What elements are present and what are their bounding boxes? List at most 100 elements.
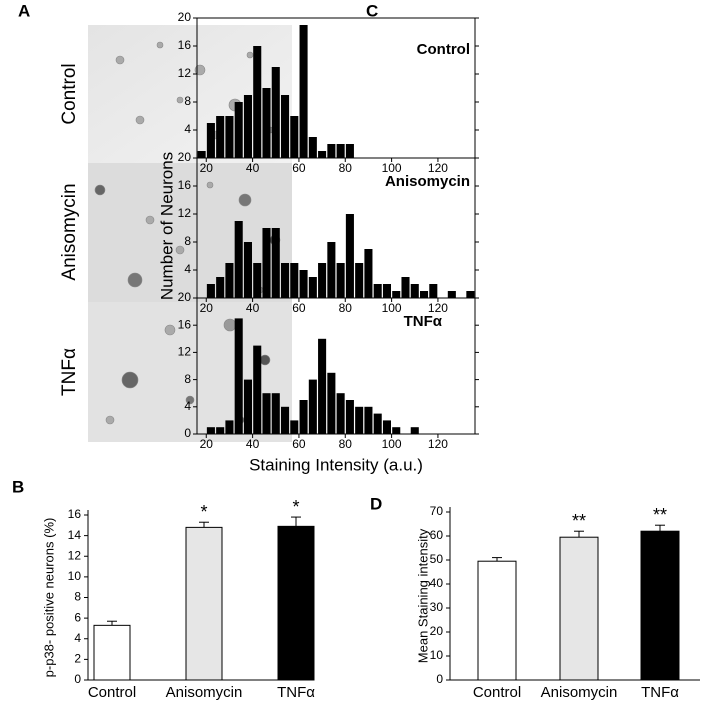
significance: **	[653, 505, 667, 525]
y-tick-label: 6	[74, 610, 81, 624]
histogram-bar	[345, 144, 354, 158]
histogram-bar	[373, 413, 382, 434]
histogram-bar	[355, 406, 364, 434]
histogram-title: Control	[417, 41, 470, 58]
y-tick-label: 50	[430, 552, 444, 566]
histogram-bar	[327, 372, 336, 434]
histogram-bar	[262, 88, 271, 158]
x-tick-label: TNFα	[641, 684, 679, 701]
panel-label: D	[370, 494, 382, 513]
y-tick-label: 16	[68, 507, 82, 521]
histogram-bar	[327, 242, 336, 298]
y-tick-label: 4	[74, 631, 81, 645]
x-tick-label: 100	[382, 301, 402, 315]
histogram-bar	[262, 228, 271, 298]
histogram-bar	[271, 67, 280, 158]
histogram-bar	[447, 291, 456, 298]
histogram-bar	[206, 123, 215, 158]
histogram-bar	[281, 95, 290, 158]
y-tick-label: 30	[430, 600, 444, 614]
histogram-bar	[206, 284, 215, 298]
bar	[277, 525, 315, 681]
histogram-bar	[290, 263, 299, 298]
histogram-bar	[271, 393, 280, 434]
histogram-bar	[410, 427, 419, 434]
histogram-bar	[271, 228, 280, 298]
histogram-title: TNFα	[404, 313, 443, 330]
histogram-bar	[262, 393, 271, 434]
x-tick-label: 100	[382, 161, 402, 175]
histogram-bar	[336, 144, 345, 158]
significance: *	[200, 502, 207, 522]
y-axis-label: p-p38- positive neurons (%)	[41, 518, 56, 678]
y-tick-label: 20	[430, 624, 444, 638]
histogram-bar	[216, 116, 225, 158]
histogram-bar	[234, 221, 243, 298]
histogram-bar	[290, 116, 299, 158]
y-tick-label: 0	[436, 672, 443, 686]
significance: **	[572, 511, 586, 531]
histogram-bar	[308, 137, 317, 158]
histogram-bar	[253, 46, 262, 158]
x-tick-label: 80	[339, 161, 353, 175]
histogram-bar	[318, 151, 327, 158]
histogram-bar	[206, 427, 215, 434]
panel-label: A	[18, 1, 30, 20]
histogram-bar	[392, 427, 401, 434]
y-tick-label: 0	[74, 672, 81, 686]
y-tick-label: 12	[178, 206, 192, 220]
y-tick-label: 8	[184, 234, 191, 248]
histogram-bar	[364, 249, 373, 298]
plot-frame	[196, 297, 476, 435]
x-tick-label: Anisomycin	[166, 684, 243, 701]
histogram-bar	[336, 263, 345, 298]
histogram-bar	[243, 95, 252, 158]
histogram-bar	[373, 284, 382, 298]
histogram-bar	[299, 270, 308, 298]
histogram-bar	[253, 263, 262, 298]
panel-label: C	[366, 1, 378, 20]
x-tick-label: 80	[339, 437, 353, 451]
histogram-bar	[234, 102, 243, 158]
x-tick-label: 80	[339, 301, 353, 315]
bar	[640, 530, 680, 681]
x-tick-label: 60	[292, 301, 306, 315]
histogram-bar	[281, 263, 290, 298]
x-tick-label: 100	[382, 437, 402, 451]
y-tick-label: 10	[68, 569, 82, 583]
y-tick-label: 16	[178, 178, 192, 192]
histogram-bar	[225, 263, 234, 298]
y-tick-label: 12	[68, 548, 82, 562]
x-tick-label: 20	[200, 437, 214, 451]
histogram-bar	[216, 277, 225, 298]
histogram-bar	[281, 406, 290, 434]
y-tick-label: 4	[184, 262, 191, 276]
x-tick-label: 60	[292, 161, 306, 175]
x-tick-label: 20	[200, 301, 214, 315]
histogram-bar	[216, 427, 225, 434]
y-tick-label: 14	[68, 528, 82, 542]
histogram-bar	[299, 25, 308, 158]
histogram-bar	[318, 338, 327, 434]
x-axis-label: Staining Intensity (a.u.)	[249, 455, 423, 474]
bar	[559, 536, 599, 681]
y-tick-label: 70	[430, 504, 444, 518]
x-tick-label: 120	[428, 161, 448, 175]
histogram-bar	[429, 284, 438, 298]
histogram-title: Anisomycin	[385, 173, 470, 190]
x-tick-label: 120	[428, 437, 448, 451]
y-tick-label: 10	[430, 648, 444, 662]
histogram-bar	[327, 144, 336, 158]
x-tick-label: 120	[428, 301, 448, 315]
histogram-bar	[318, 263, 327, 298]
histogram-bar	[308, 379, 317, 434]
x-tick-label: 40	[246, 301, 260, 315]
histogram-bar	[355, 263, 364, 298]
x-tick-label: Control	[473, 684, 521, 701]
y-tick-label: 40	[430, 576, 444, 590]
y-tick-label: 20	[178, 290, 192, 304]
significance: *	[292, 497, 299, 517]
y-tick-label: 8	[74, 590, 81, 604]
bar	[93, 624, 131, 681]
